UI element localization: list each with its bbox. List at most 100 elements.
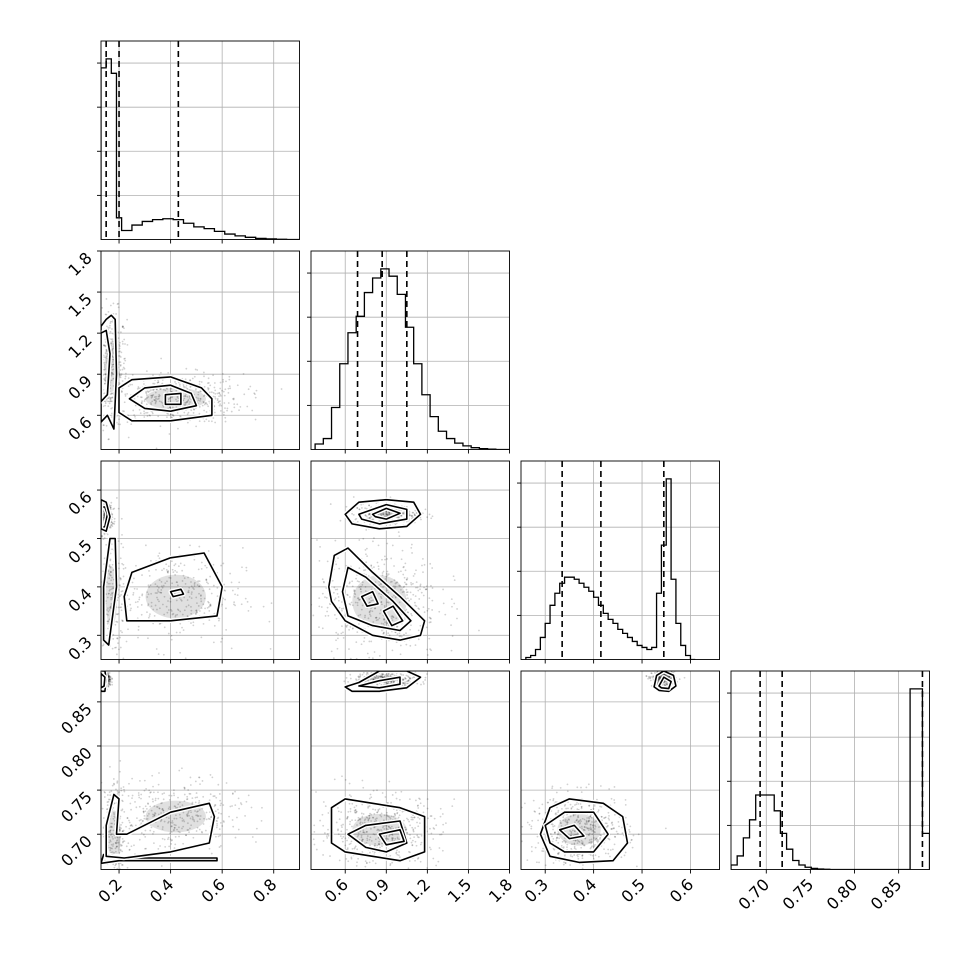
sample-point	[198, 585, 200, 588]
sample-point	[175, 807, 177, 809]
sample-point	[191, 801, 194, 804]
sample-point	[318, 605, 321, 608]
sample-point	[118, 375, 121, 378]
sample-point	[155, 648, 158, 650]
sample-point	[140, 822, 143, 825]
sample-point	[401, 549, 404, 552]
sample-point	[112, 837, 114, 840]
sample-point	[227, 391, 230, 394]
sample-point	[199, 818, 201, 821]
sample-point	[155, 397, 157, 400]
sample-point	[176, 608, 179, 611]
sample-point	[186, 795, 189, 798]
sample-point	[173, 823, 176, 826]
sample-point	[103, 791, 106, 793]
sample-point	[172, 612, 175, 615]
sample-point	[114, 864, 117, 867]
sample-point	[115, 842, 118, 845]
sample-point	[158, 552, 161, 555]
sample-point	[396, 836, 399, 839]
sample-point	[386, 837, 389, 840]
sample-point	[110, 605, 112, 608]
sample-point	[103, 871, 105, 873]
sample-point	[102, 514, 105, 517]
sample-point	[380, 609, 382, 612]
sample-point	[401, 512, 404, 515]
sample-point	[357, 832, 360, 834]
sample-point	[109, 846, 112, 849]
sample-point	[341, 609, 343, 612]
sample-point	[384, 621, 386, 624]
sample-point	[92, 413, 94, 415]
contour-line	[123, 552, 223, 622]
sample-point	[346, 848, 349, 851]
sample-point	[109, 606, 112, 608]
sample-point	[219, 410, 222, 412]
sample-point	[154, 402, 157, 405]
sample-point	[247, 609, 250, 612]
sample-point	[203, 420, 206, 423]
sample-point	[363, 666, 365, 668]
sample-point	[188, 586, 191, 589]
sample-point	[377, 828, 379, 831]
sample-point	[401, 810, 404, 813]
sample-point	[335, 631, 338, 634]
sample-point	[398, 838, 401, 841]
sample-point	[176, 396, 179, 398]
sample-point	[379, 674, 382, 677]
sample-point	[378, 654, 381, 657]
sample-point	[380, 815, 383, 818]
sample-point	[368, 601, 371, 604]
sample-point	[442, 602, 445, 605]
sample-point	[345, 626, 348, 628]
sample-point	[219, 403, 222, 406]
sample-point	[369, 812, 371, 815]
sample-point	[398, 856, 401, 859]
sample-point	[192, 817, 194, 819]
sample-point	[109, 504, 112, 507]
sample-point	[391, 837, 394, 840]
sample-point	[115, 653, 118, 656]
sample-point	[198, 808, 201, 811]
sample-point	[107, 872, 109, 874]
sample-point	[196, 611, 198, 614]
sample-point	[93, 616, 95, 618]
sample-point	[119, 849, 122, 852]
sample-point	[108, 672, 111, 674]
sample-point	[383, 828, 386, 830]
sample-point	[214, 389, 217, 392]
sample-point	[361, 803, 364, 806]
sample-point	[108, 589, 111, 592]
sample-point	[113, 852, 116, 854]
sample-point	[403, 633, 405, 636]
sample-point	[193, 585, 196, 587]
sample-point	[412, 830, 415, 833]
sample-point	[424, 676, 427, 679]
sample-point	[337, 599, 340, 602]
sample-point	[220, 812, 223, 815]
sample-point	[456, 608, 458, 610]
sample-point	[232, 398, 235, 401]
sample-point	[220, 395, 222, 397]
sample-point	[351, 512, 354, 515]
sample-point	[349, 677, 352, 680]
sample-point	[381, 574, 384, 577]
sample-point	[113, 782, 115, 785]
sample-point	[208, 420, 210, 423]
sample-point	[368, 640, 371, 643]
sample-point	[153, 815, 156, 817]
sample-point	[168, 794, 171, 797]
sample-point	[153, 814, 156, 816]
sample-point	[203, 375, 205, 378]
sample-point	[307, 860, 309, 862]
sample-point	[109, 526, 112, 529]
sample-point	[110, 822, 112, 825]
sample-point	[351, 802, 354, 805]
sample-point	[375, 619, 378, 622]
sample-point	[171, 406, 174, 409]
histogram-2	[525, 478, 696, 660]
sample-point	[375, 872, 377, 874]
scatter-points	[93, 497, 273, 660]
sample-point	[405, 588, 408, 591]
sample-point	[364, 818, 367, 821]
